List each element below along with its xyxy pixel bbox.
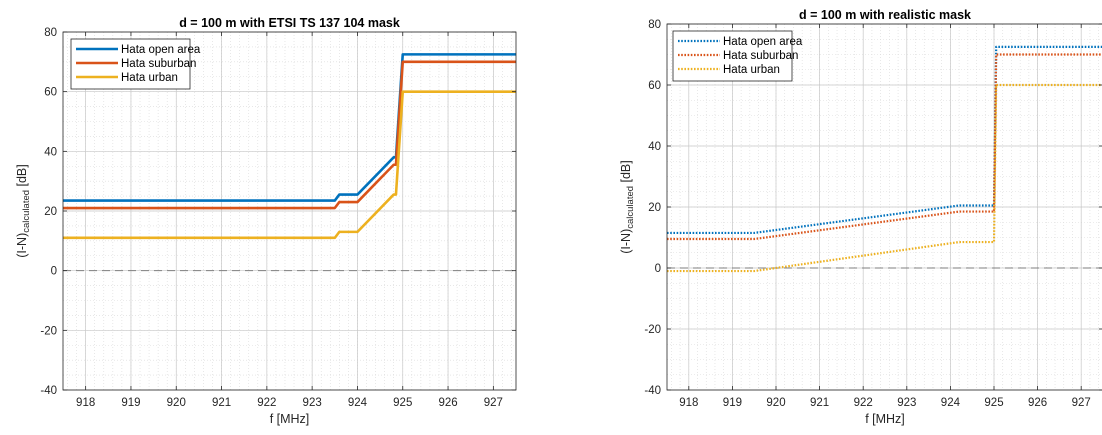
x-tick-label: 925	[393, 397, 412, 409]
x-tick-label: 923	[303, 397, 322, 409]
series-line-2	[667, 53, 1102, 241]
x-tick-label: 920	[766, 397, 785, 409]
series-line-3	[63, 90, 516, 240]
x-tick-label: 927	[484, 397, 503, 409]
y-axis-label: (I-N)calculated [dB]	[15, 164, 32, 258]
x-tick-label: 922	[257, 397, 276, 409]
x-tick-label: 925	[984, 397, 1003, 409]
legend-entry: Hata urban	[723, 64, 780, 76]
y-tick-label: -40	[40, 385, 57, 397]
x-tick-label: 926	[438, 397, 457, 409]
x-tick-label: 918	[76, 397, 95, 409]
legend-entry: Hata suburban	[121, 58, 196, 70]
legend-entry: Hata suburban	[723, 50, 798, 62]
y-tick-label: 80	[648, 19, 661, 31]
chart-title: d = 100 m with realistic mask	[799, 8, 971, 22]
y-tick-label: 0	[51, 266, 57, 278]
x-tick-label: 924	[348, 397, 368, 409]
y-tick-label: 60	[648, 80, 661, 92]
legend: Hata open area Hata suburban Hata urban	[70, 38, 201, 90]
x-tick-label: 921	[810, 397, 829, 409]
x-tick-label: 923	[897, 397, 916, 409]
x-tick-label: 919	[723, 397, 742, 409]
legend-entry: Hata open area	[723, 36, 803, 48]
y-tick-label: 40	[44, 146, 57, 158]
x-axis-label: f [MHz]	[865, 412, 905, 426]
x-tick-label: 926	[1028, 397, 1047, 409]
x-tick-label: 918	[679, 397, 698, 409]
y-tick-label: -40	[644, 385, 661, 397]
chart-title: d = 100 m with ETSI TS 137 104 mask	[179, 16, 400, 30]
y-tick-label: -20	[40, 325, 57, 337]
y-tick-label: 20	[648, 202, 661, 214]
y-tick-label: 80	[44, 27, 57, 39]
legend: Hata open area Hata suburban Hata urban	[672, 30, 803, 82]
x-tick-label: 920	[167, 397, 186, 409]
legend-entry: Hata open area	[121, 44, 201, 56]
legend-entry: Hata urban	[121, 72, 178, 84]
y-tick-label: 40	[648, 141, 661, 153]
x-tick-label: 924	[941, 397, 961, 409]
series-line-3	[667, 83, 1102, 273]
chart-2: 918 919 920 921 922 923 924 925 926 927 -40 -20 0 20 4…	[619, 8, 1102, 426]
series-line-1	[667, 45, 1102, 235]
y-tick-label: 20	[44, 206, 57, 218]
y-axis-label: (I-N)calculated [dB]	[619, 160, 636, 254]
x-tick-label: 922	[854, 397, 873, 409]
y-tick-label: -20	[644, 324, 661, 336]
x-axis-label: f [MHz]	[270, 412, 310, 426]
x-tick-label: 921	[212, 397, 231, 409]
chart-1: 918 919 920 921 922 923 924 925 926 927 -40 -20 0 20 4…	[15, 16, 517, 426]
y-tick-label: 0	[655, 263, 661, 275]
x-tick-label: 927	[1072, 397, 1091, 409]
x-tick-label: 919	[121, 397, 140, 409]
y-tick-label: 60	[44, 87, 57, 99]
series-line-2	[63, 60, 516, 210]
